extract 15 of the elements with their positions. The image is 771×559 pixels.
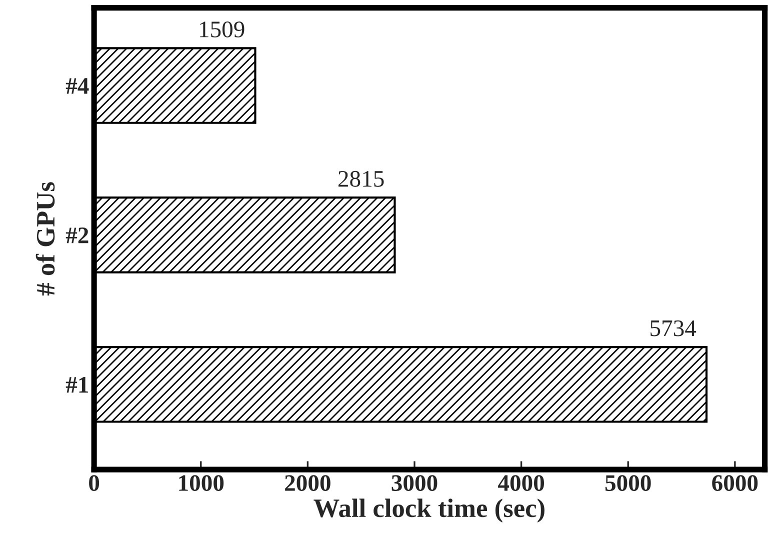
y-axis-title: # of GPUs: [36, 182, 55, 296]
y-tick-label: #1: [66, 376, 88, 393]
y-tick-label: #4: [66, 78, 89, 94]
x-tick-label: 1000: [179, 475, 224, 492]
data-label: 5734: [650, 320, 696, 336]
x-tick-label: 5000: [605, 475, 651, 492]
x-tick-label: 2000: [285, 475, 330, 492]
x-tick-label: 6000: [712, 475, 758, 492]
y-tick-label: #2: [66, 228, 88, 244]
x-tick-label: 0: [89, 475, 100, 492]
x-tick-label: 4000: [498, 475, 544, 492]
data-label: 1509: [200, 21, 244, 38]
x-tick-label: 3000: [392, 475, 438, 492]
data-label: 2815: [338, 170, 384, 187]
x-axis-title: Wall clock time (sec): [314, 498, 544, 523]
